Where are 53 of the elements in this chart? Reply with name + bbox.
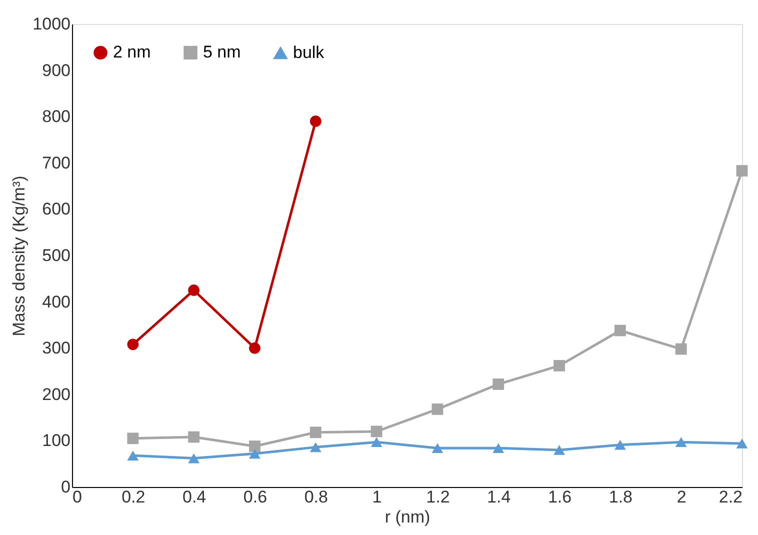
- y-tick-label: 800: [42, 107, 70, 126]
- x-tick-label: 0.2: [122, 488, 146, 506]
- y-tick-label: 900: [42, 60, 70, 80]
- x-tick-label: 2: [676, 488, 686, 506]
- y-tick-label: 500: [42, 246, 70, 265]
- point: [614, 324, 626, 336]
- point: [249, 448, 260, 459]
- x-tick-label: 1: [372, 488, 382, 506]
- point: [554, 445, 565, 455]
- point: [127, 338, 139, 350]
- point: [310, 116, 322, 127]
- point: [310, 426, 322, 438]
- point: [188, 453, 200, 464]
- point: [370, 426, 382, 438]
- point: [249, 342, 260, 354]
- y-tick-label: 200: [42, 384, 70, 404]
- y-tick-label: 100: [42, 431, 70, 450]
- x-tick-label: 2.2: [718, 488, 742, 506]
- x-tick-label: 1.2: [426, 488, 450, 506]
- point: [614, 440, 626, 450]
- point: [127, 432, 139, 444]
- point: [554, 360, 565, 372]
- x-tick-label: 0: [72, 488, 82, 506]
- legend-label: 2 nm: [113, 42, 151, 62]
- point: [127, 450, 139, 460]
- x-tick-label: 1.8: [608, 488, 632, 506]
- point: [370, 437, 382, 448]
- point: [736, 438, 748, 448]
- legend-label: bulk: [293, 43, 325, 62]
- x-tick-label: 0.6: [243, 488, 268, 506]
- point: [492, 378, 504, 390]
- y-tick-label: 1000: [32, 14, 70, 34]
- point: [675, 343, 687, 355]
- x-tick-label: 1.6: [548, 488, 572, 506]
- point: [675, 437, 687, 448]
- x-tick-label: 0.4: [182, 488, 206, 506]
- point: [188, 284, 200, 296]
- y-tick-label: 400: [42, 292, 70, 312]
- x-axis-title: r (nm): [384, 508, 430, 526]
- point: [188, 431, 200, 443]
- point: [432, 404, 444, 415]
- point: [736, 165, 748, 176]
- point: [249, 440, 260, 452]
- legend-label: 5 nm: [203, 42, 241, 62]
- x-tick-label: 1.4: [487, 488, 511, 506]
- x-tick-label: 0.8: [304, 488, 328, 506]
- point: [432, 443, 444, 454]
- y-tick-label: 300: [42, 338, 70, 358]
- y-tick-label: 700: [42, 153, 70, 172]
- point: [492, 443, 504, 454]
- point: [310, 442, 322, 452]
- y-tick-label: 600: [42, 200, 70, 219]
- y-axis-title: Mass density (Kg/m³): [10, 176, 29, 336]
